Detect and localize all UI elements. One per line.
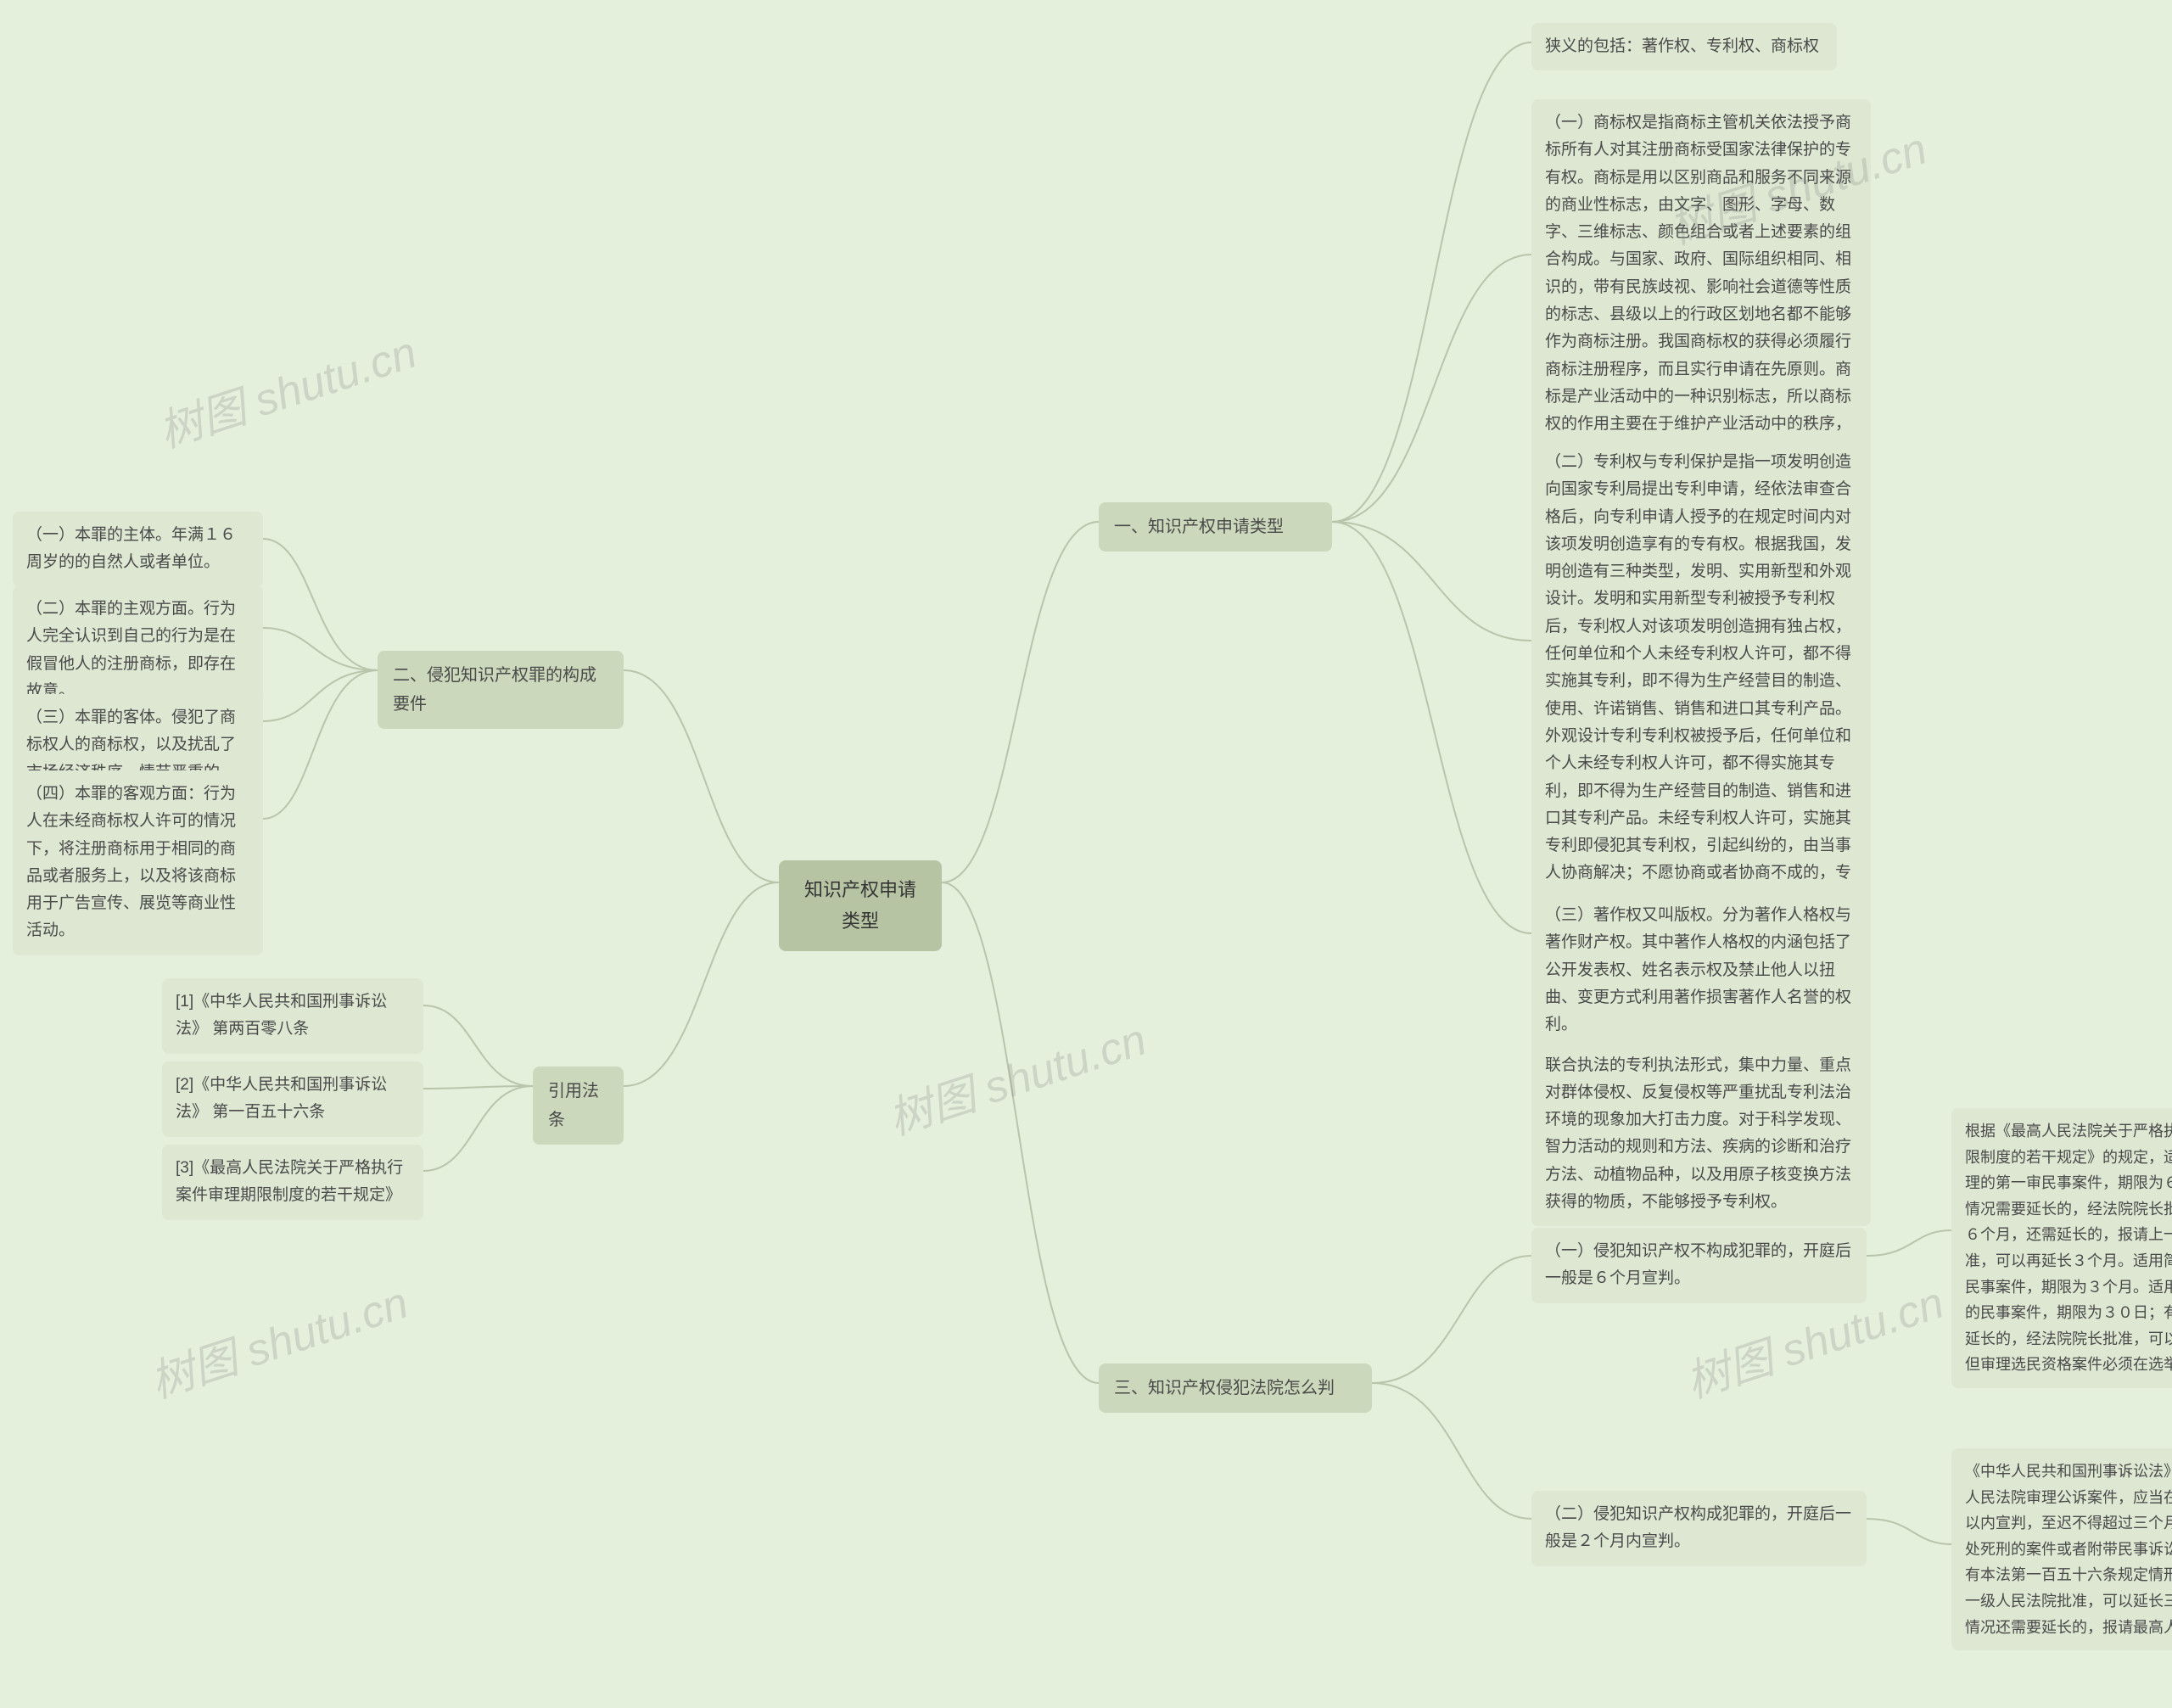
branch-citations[interactable]: 引用法条	[533, 1067, 624, 1145]
leaf-objective: （四）本罪的客观方面：行为人在未经商标权人许可的情况下，将注册商标用于相同的商品…	[13, 770, 263, 955]
leaf-subject: （一）本罪的主体。年满１６周岁的的自然人或者单位。	[13, 512, 263, 587]
leaf-patent: （二）专利权与专利保护是指一项发明创造向国家专利局提出专利申请，经依法审查合格后…	[1531, 439, 1871, 1226]
leaf-cite-1: [1]《中华人民共和国刑事诉讼法》 第两百零八条	[162, 978, 423, 1054]
sub-criminal: （二）侵犯知识产权构成犯罪的，开庭后一般是２个月内宣判。	[1531, 1491, 1867, 1566]
leaf-cite-2: [2]《中华人民共和国刑事诉讼法》 第一百五十六条	[162, 1061, 423, 1137]
leaf-cite-3: [3]《最高人民法院关于严格执行案件审理期限制度的若干规定》	[162, 1145, 423, 1220]
detail-criminal: 《中华人民共和国刑事诉讼法》第二百零八条人民法院审理公诉案件，应当在受理后二个月…	[1951, 1448, 2172, 1650]
watermark: 树图 shutu.cn	[141, 1267, 415, 1410]
watermark: 树图 shutu.cn	[879, 1004, 1153, 1147]
root-node[interactable]: 知识产权申请类型	[779, 860, 942, 951]
branch-crime-elements[interactable]: 二、侵犯知识产权罪的构成要件	[378, 651, 624, 729]
mindmap-canvas: 知识产权申请类型 一、知识产权申请类型 三、知识产权侵犯法院怎么判 二、侵犯知识…	[0, 0, 2172, 1708]
branch-court[interactable]: 三、知识产权侵犯法院怎么判	[1099, 1364, 1372, 1413]
leaf-copyright: （三）著作权又叫版权。分为著作人格权与著作财产权。其中著作人格权的内涵包括了公开…	[1531, 892, 1871, 1049]
watermark: 树图 shutu.cn	[149, 316, 423, 460]
detail-noncriminal: 根据《最高人民法院关于严格执行案件审理期限制度的若干规定》的规定，适用普通程序审…	[1951, 1108, 2172, 1388]
branch-types[interactable]: 一、知识产权申请类型	[1099, 502, 1332, 552]
sub-noncriminal: （一）侵犯知识产权不构成犯罪的，开庭后一般是６个月宣判。	[1531, 1228, 1867, 1303]
leaf-narrow-definition: 狭义的包括：著作权、专利权、商标权	[1531, 23, 1837, 70]
